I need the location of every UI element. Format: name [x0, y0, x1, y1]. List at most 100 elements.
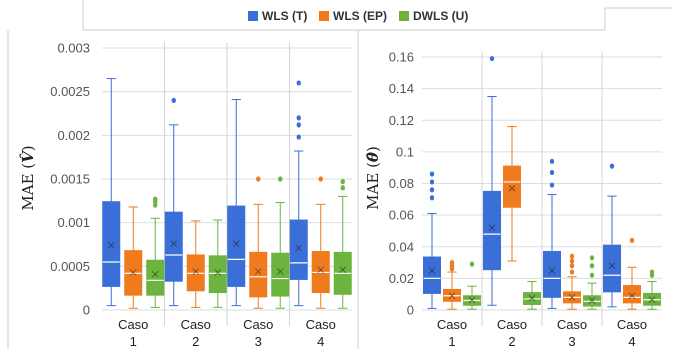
y-tick-labels: 0 0.02 0.04 0.06 0.08 0.1 0.12 0.14 0.16	[389, 50, 414, 318]
outlier-point	[569, 253, 575, 259]
box-wls-ep-caso-1	[443, 259, 461, 310]
box-body	[603, 244, 621, 293]
y-axis-label: MAE (V̂)	[19, 145, 37, 210]
category-label-line2: 1	[130, 334, 137, 349]
mean-marker	[107, 242, 115, 249]
box-wls-ep-caso-3	[563, 253, 581, 310]
outlier-point	[296, 134, 301, 140]
outlier-point	[429, 187, 435, 193]
box-dwls-u-caso-3	[271, 176, 290, 309]
box-body	[271, 252, 290, 297]
outlier-point	[318, 176, 323, 182]
y-tick-label: 0.08	[389, 176, 414, 191]
category-dividers	[481, 51, 603, 326]
y-tick-label: 0.0025	[50, 84, 90, 99]
category-dividers	[164, 42, 290, 326]
chart-panel-mae-theta: MAE (θ̂) 0 0.02 0.04 0.06 0.08 0.1 0.12 0.14 0.1…	[364, 50, 662, 349]
y-tick-label: 0.16	[389, 50, 414, 65]
y-tick-label: 0.0005	[50, 259, 90, 274]
category-label-line1: Caso	[118, 317, 148, 332]
box-body	[146, 259, 165, 296]
outlier-point	[589, 263, 595, 269]
box-wls-ep-caso-4	[311, 176, 330, 309]
box-body	[543, 250, 561, 298]
box-wls-t-caso-3	[227, 99, 246, 307]
box-series	[423, 55, 661, 310]
category-label-line1: Caso	[243, 317, 273, 332]
box-series	[102, 78, 352, 309]
y-tick-label: 0	[83, 303, 90, 318]
outlier-point	[296, 80, 301, 86]
mean-marker	[276, 268, 284, 275]
chart-panel-mae-v: MAE (V̂) 0 0.0005 0.001 0.0015 0.002 0.0025 0.…	[19, 41, 352, 349]
y-tick-label: 0.14	[389, 81, 414, 96]
outlier-point	[429, 171, 435, 177]
category-label-line2: 3	[568, 334, 575, 349]
box-wls-t-caso-2	[164, 97, 183, 307]
outlier-point	[589, 272, 595, 278]
outlier-point	[489, 55, 495, 62]
y-axis-label-symbol: θ̂	[364, 152, 382, 162]
outlier-point	[609, 163, 615, 169]
category-label-line1: Caso	[617, 317, 647, 332]
y-tick-label: 0.003	[57, 41, 90, 56]
category-label-line2: 3	[255, 334, 262, 349]
y-axis-label-prefix: MAE (	[364, 162, 382, 210]
category-label-line2: 2	[192, 334, 199, 349]
outlier-point	[549, 169, 555, 176]
mean-marker	[129, 269, 137, 276]
y-tick-label: 0.02	[389, 271, 414, 286]
category-label-line2: 2	[508, 334, 515, 349]
outlier-point	[569, 263, 575, 269]
mean-marker	[428, 267, 436, 274]
y-tick-label: 0.001	[57, 215, 90, 230]
outlier-point	[278, 176, 283, 182]
category-label-line2: 4	[317, 334, 324, 349]
mean-marker	[608, 262, 616, 270]
outlier-point	[429, 195, 435, 201]
x-category-labels: Caso 1 Caso 2 Caso 3 Caso 4	[118, 317, 336, 349]
y-axis-label-suffix: )	[19, 145, 37, 151]
legend-item-dwls-u: DWLS (U)	[399, 9, 468, 23]
legend-label-wls-t: WLS (T)	[262, 9, 307, 23]
mean-marker	[628, 292, 636, 300]
box-wls-t-caso-1	[423, 171, 441, 309]
outlier-point	[153, 196, 158, 202]
y-tick-label: 0.0015	[50, 172, 90, 187]
category-label-line2: 1	[448, 334, 455, 349]
mean-marker	[192, 268, 200, 275]
box-dwls-u-caso-1	[146, 196, 165, 308]
legend: WLS (T) WLS (EP) DWLS (U)	[248, 9, 468, 23]
mean-marker	[468, 296, 476, 304]
mean-marker	[339, 266, 347, 274]
legend-item-wls-t: WLS (T)	[248, 9, 307, 23]
box-body	[102, 201, 121, 287]
outlier-point	[296, 115, 301, 121]
box-dwls-u-caso-4	[643, 269, 661, 310]
box-dwls-u-caso-2	[208, 219, 227, 308]
box-body	[503, 165, 521, 208]
outlier-point	[549, 182, 555, 188]
mean-marker	[214, 269, 222, 276]
mean-marker	[488, 224, 496, 232]
mean-marker	[648, 296, 656, 304]
mean-marker	[548, 267, 556, 274]
mean-marker	[588, 297, 596, 304]
y-tick-label: 0.06	[389, 208, 414, 223]
box-wls-ep-caso-3	[249, 176, 268, 309]
outlier-point	[340, 185, 345, 191]
legend-item-wls-ep: WLS (EP)	[319, 9, 387, 23]
box-wls-ep-caso-2	[503, 126, 521, 262]
box-wls-t-caso-4	[289, 80, 308, 307]
box-body	[423, 256, 441, 294]
mean-marker	[295, 244, 303, 252]
box-wls-ep-caso-2	[186, 220, 205, 308]
box-wls-t-caso-1	[102, 78, 121, 307]
x-category-labels: Caso 1 Caso 2 Caso 3 Caso 4	[437, 317, 647, 349]
legend-swatch-wls-ep	[319, 11, 329, 21]
y-axis-label: MAE (θ̂)	[364, 146, 382, 210]
box-body	[249, 251, 268, 298]
box-dwls-u-caso-1	[463, 261, 481, 310]
outlier-point	[569, 269, 575, 275]
